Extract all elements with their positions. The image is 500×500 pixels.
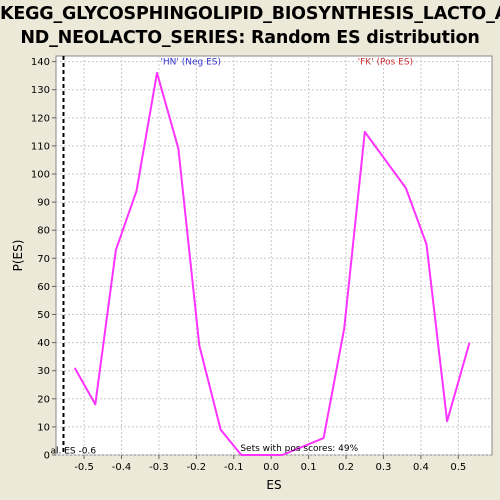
y-tick-label: 30: [37, 366, 50, 377]
chart-annotation: Sets with pos scores: 49%: [240, 444, 358, 454]
actual-es-label: al. ES -0.6: [50, 447, 96, 457]
y-tick-label: 110: [31, 141, 50, 152]
y-tick-label: 90: [37, 198, 50, 209]
y-tick-label: 120: [31, 113, 50, 124]
y-tick-label: 70: [37, 254, 50, 265]
y-axis-label: P(ES): [11, 240, 25, 272]
chart-annotation: 'FK' (Pos ES): [358, 57, 413, 67]
x-tick-label: 0.1: [301, 462, 317, 473]
y-tick-label: 60: [37, 282, 50, 293]
x-tick-label: 0.4: [413, 462, 429, 473]
y-tick-label: 140: [31, 57, 50, 68]
y-tick-label: 0: [44, 451, 50, 462]
y-tick-label: 20: [37, 394, 50, 405]
plot-area: [56, 56, 492, 455]
y-tick-label: 10: [37, 422, 50, 433]
x-tick-label: -0.5: [74, 462, 94, 473]
chart-annotation: 'HN' (Neg ES): [160, 57, 221, 67]
y-tick-label: 40: [37, 338, 50, 349]
x-tick-label: 0.0: [263, 462, 279, 473]
x-tick-label: -0.3: [149, 462, 169, 473]
x-tick-label: 0.2: [338, 462, 354, 473]
x-tick-label: -0.4: [112, 462, 132, 473]
x-tick-label: -0.2: [187, 462, 207, 473]
x-tick-label: 0.3: [376, 462, 392, 473]
x-tick-label: 0.5: [450, 462, 466, 473]
y-tick-label: 80: [37, 226, 50, 237]
y-tick-label: 100: [31, 170, 50, 181]
y-tick-label: 50: [37, 310, 50, 321]
x-tick-label: -0.1: [224, 462, 244, 473]
y-tick-label: 130: [31, 85, 50, 96]
x-axis-label: ES: [266, 478, 281, 492]
